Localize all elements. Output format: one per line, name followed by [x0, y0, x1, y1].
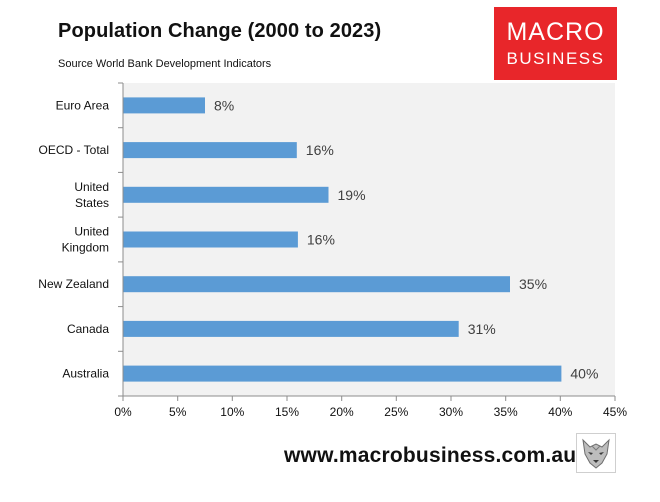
logo-text-macro: MACRO	[506, 18, 605, 46]
category-label-line: States	[75, 196, 109, 210]
bar-australia	[123, 365, 562, 382]
category-label: United States	[74, 180, 109, 210]
macrobusiness-logo: MACRO BUSINESS	[494, 7, 617, 80]
x-tick-label: 45%	[603, 405, 627, 419]
category-label: United Kingdom	[62, 225, 109, 255]
data-label: 8%	[214, 97, 234, 113]
bar-new-zealand	[123, 276, 510, 293]
category-label: Euro Area	[56, 98, 110, 112]
wolf-head-icon	[576, 433, 616, 473]
data-label: 16%	[306, 142, 334, 158]
footer-website-url: www.macrobusiness.com.au	[284, 444, 577, 467]
bar-united-kingdom	[123, 231, 298, 248]
x-tick-label: 10%	[220, 405, 244, 419]
category-label-line: Kingdom	[62, 241, 109, 255]
category-label-line: United	[74, 180, 109, 194]
x-tick-label: 25%	[384, 405, 408, 419]
category-label-line: United	[74, 225, 109, 239]
category-label-line: Canada	[67, 322, 109, 336]
chart-title: Population Change (2000 to 2023)	[58, 20, 382, 42]
data-label: 40%	[570, 366, 598, 382]
category-label: OECD - Total	[39, 143, 109, 157]
category-label-line: New Zealand	[38, 277, 109, 291]
bars-layer	[123, 97, 562, 382]
x-tick-label: 30%	[439, 405, 463, 419]
bar-united-states	[123, 186, 329, 203]
data-label: 35%	[519, 276, 547, 292]
population-change-bar-chart: 8% Euro Area 16% OECD - Total 19% United State…	[38, 82, 627, 419]
category-label: Canada	[67, 322, 109, 336]
x-tick-label: 35%	[494, 405, 518, 419]
category-label-line: OECD - Total	[39, 143, 109, 157]
bar-canada	[123, 320, 459, 337]
x-tick-label: 40%	[548, 405, 572, 419]
bar-oecd-total	[123, 142, 297, 159]
x-tick-label: 15%	[275, 405, 299, 419]
axes-layer: 0% 5% 10% 15% 20% 25% 30% 35% 40% 45%	[114, 82, 627, 419]
x-tick-label: 5%	[169, 405, 187, 419]
data-label: 19%	[338, 187, 366, 203]
logo-text-business: BUSINESS	[506, 49, 605, 68]
x-tick-label: 0%	[114, 405, 132, 419]
labels-layer: 8% Euro Area 16% OECD - Total 19% United State…	[38, 97, 598, 381]
data-label: 31%	[468, 321, 496, 337]
category-label-line: Euro Area	[56, 98, 110, 112]
category-label-line: Australia	[62, 367, 109, 381]
chart-subtitle: Source World Bank Development Indicators	[58, 58, 272, 70]
data-label: 16%	[307, 232, 335, 248]
category-label: Australia	[62, 367, 109, 381]
bar-euro-area	[123, 97, 205, 114]
x-tick-label: 20%	[330, 405, 354, 419]
category-label: New Zealand	[38, 277, 109, 291]
